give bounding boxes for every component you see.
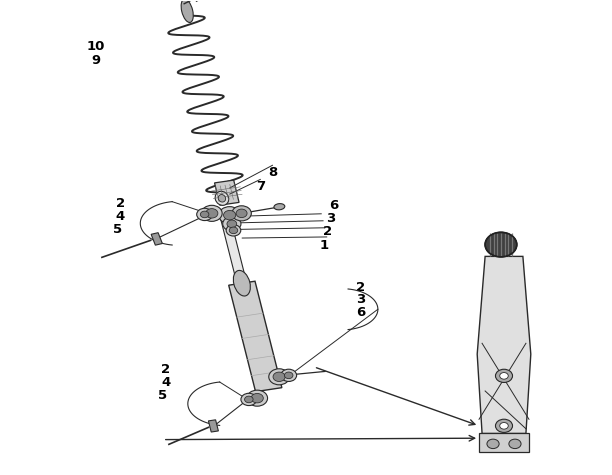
Text: 8: 8	[268, 166, 277, 179]
Text: 5: 5	[159, 389, 168, 402]
Bar	[479, 434, 529, 452]
Ellipse shape	[233, 270, 250, 296]
Circle shape	[281, 369, 297, 381]
Ellipse shape	[274, 204, 285, 210]
Circle shape	[227, 220, 237, 228]
Circle shape	[226, 225, 241, 236]
Text: 3: 3	[356, 294, 365, 306]
Circle shape	[201, 205, 222, 221]
Text: 1: 1	[319, 239, 329, 253]
Text: 2: 2	[162, 363, 170, 376]
Polygon shape	[209, 420, 218, 432]
Circle shape	[218, 207, 241, 224]
Circle shape	[223, 210, 236, 220]
Polygon shape	[151, 233, 162, 245]
Text: 10: 10	[87, 40, 105, 53]
Circle shape	[485, 232, 517, 257]
Circle shape	[245, 396, 253, 403]
Text: 6: 6	[356, 306, 365, 319]
Circle shape	[247, 390, 267, 406]
Circle shape	[232, 206, 252, 221]
Circle shape	[487, 439, 499, 448]
Polygon shape	[215, 180, 239, 205]
Text: 5: 5	[113, 223, 122, 237]
Circle shape	[241, 393, 257, 406]
Circle shape	[269, 369, 289, 385]
Circle shape	[196, 209, 212, 220]
Circle shape	[251, 393, 263, 403]
Text: 4: 4	[161, 376, 171, 389]
Circle shape	[230, 227, 237, 234]
Text: 6: 6	[329, 199, 338, 212]
Ellipse shape	[181, 0, 193, 22]
Ellipse shape	[215, 191, 229, 205]
Circle shape	[285, 372, 293, 379]
Circle shape	[200, 211, 209, 218]
Circle shape	[206, 209, 218, 218]
Text: 7: 7	[256, 180, 265, 193]
Circle shape	[223, 217, 241, 231]
Circle shape	[496, 419, 512, 432]
Text: 9: 9	[91, 54, 100, 67]
Circle shape	[496, 369, 512, 382]
Circle shape	[500, 423, 508, 429]
Circle shape	[273, 372, 285, 381]
Text: 4: 4	[116, 210, 125, 223]
Polygon shape	[477, 256, 531, 434]
Polygon shape	[219, 211, 248, 288]
Ellipse shape	[218, 195, 226, 202]
Circle shape	[509, 439, 521, 448]
Circle shape	[236, 209, 247, 218]
Circle shape	[500, 372, 508, 379]
Text: 2: 2	[116, 197, 125, 210]
Polygon shape	[229, 281, 282, 392]
Text: 3: 3	[326, 212, 335, 225]
Text: 2: 2	[323, 225, 332, 238]
Text: 2: 2	[356, 281, 365, 294]
